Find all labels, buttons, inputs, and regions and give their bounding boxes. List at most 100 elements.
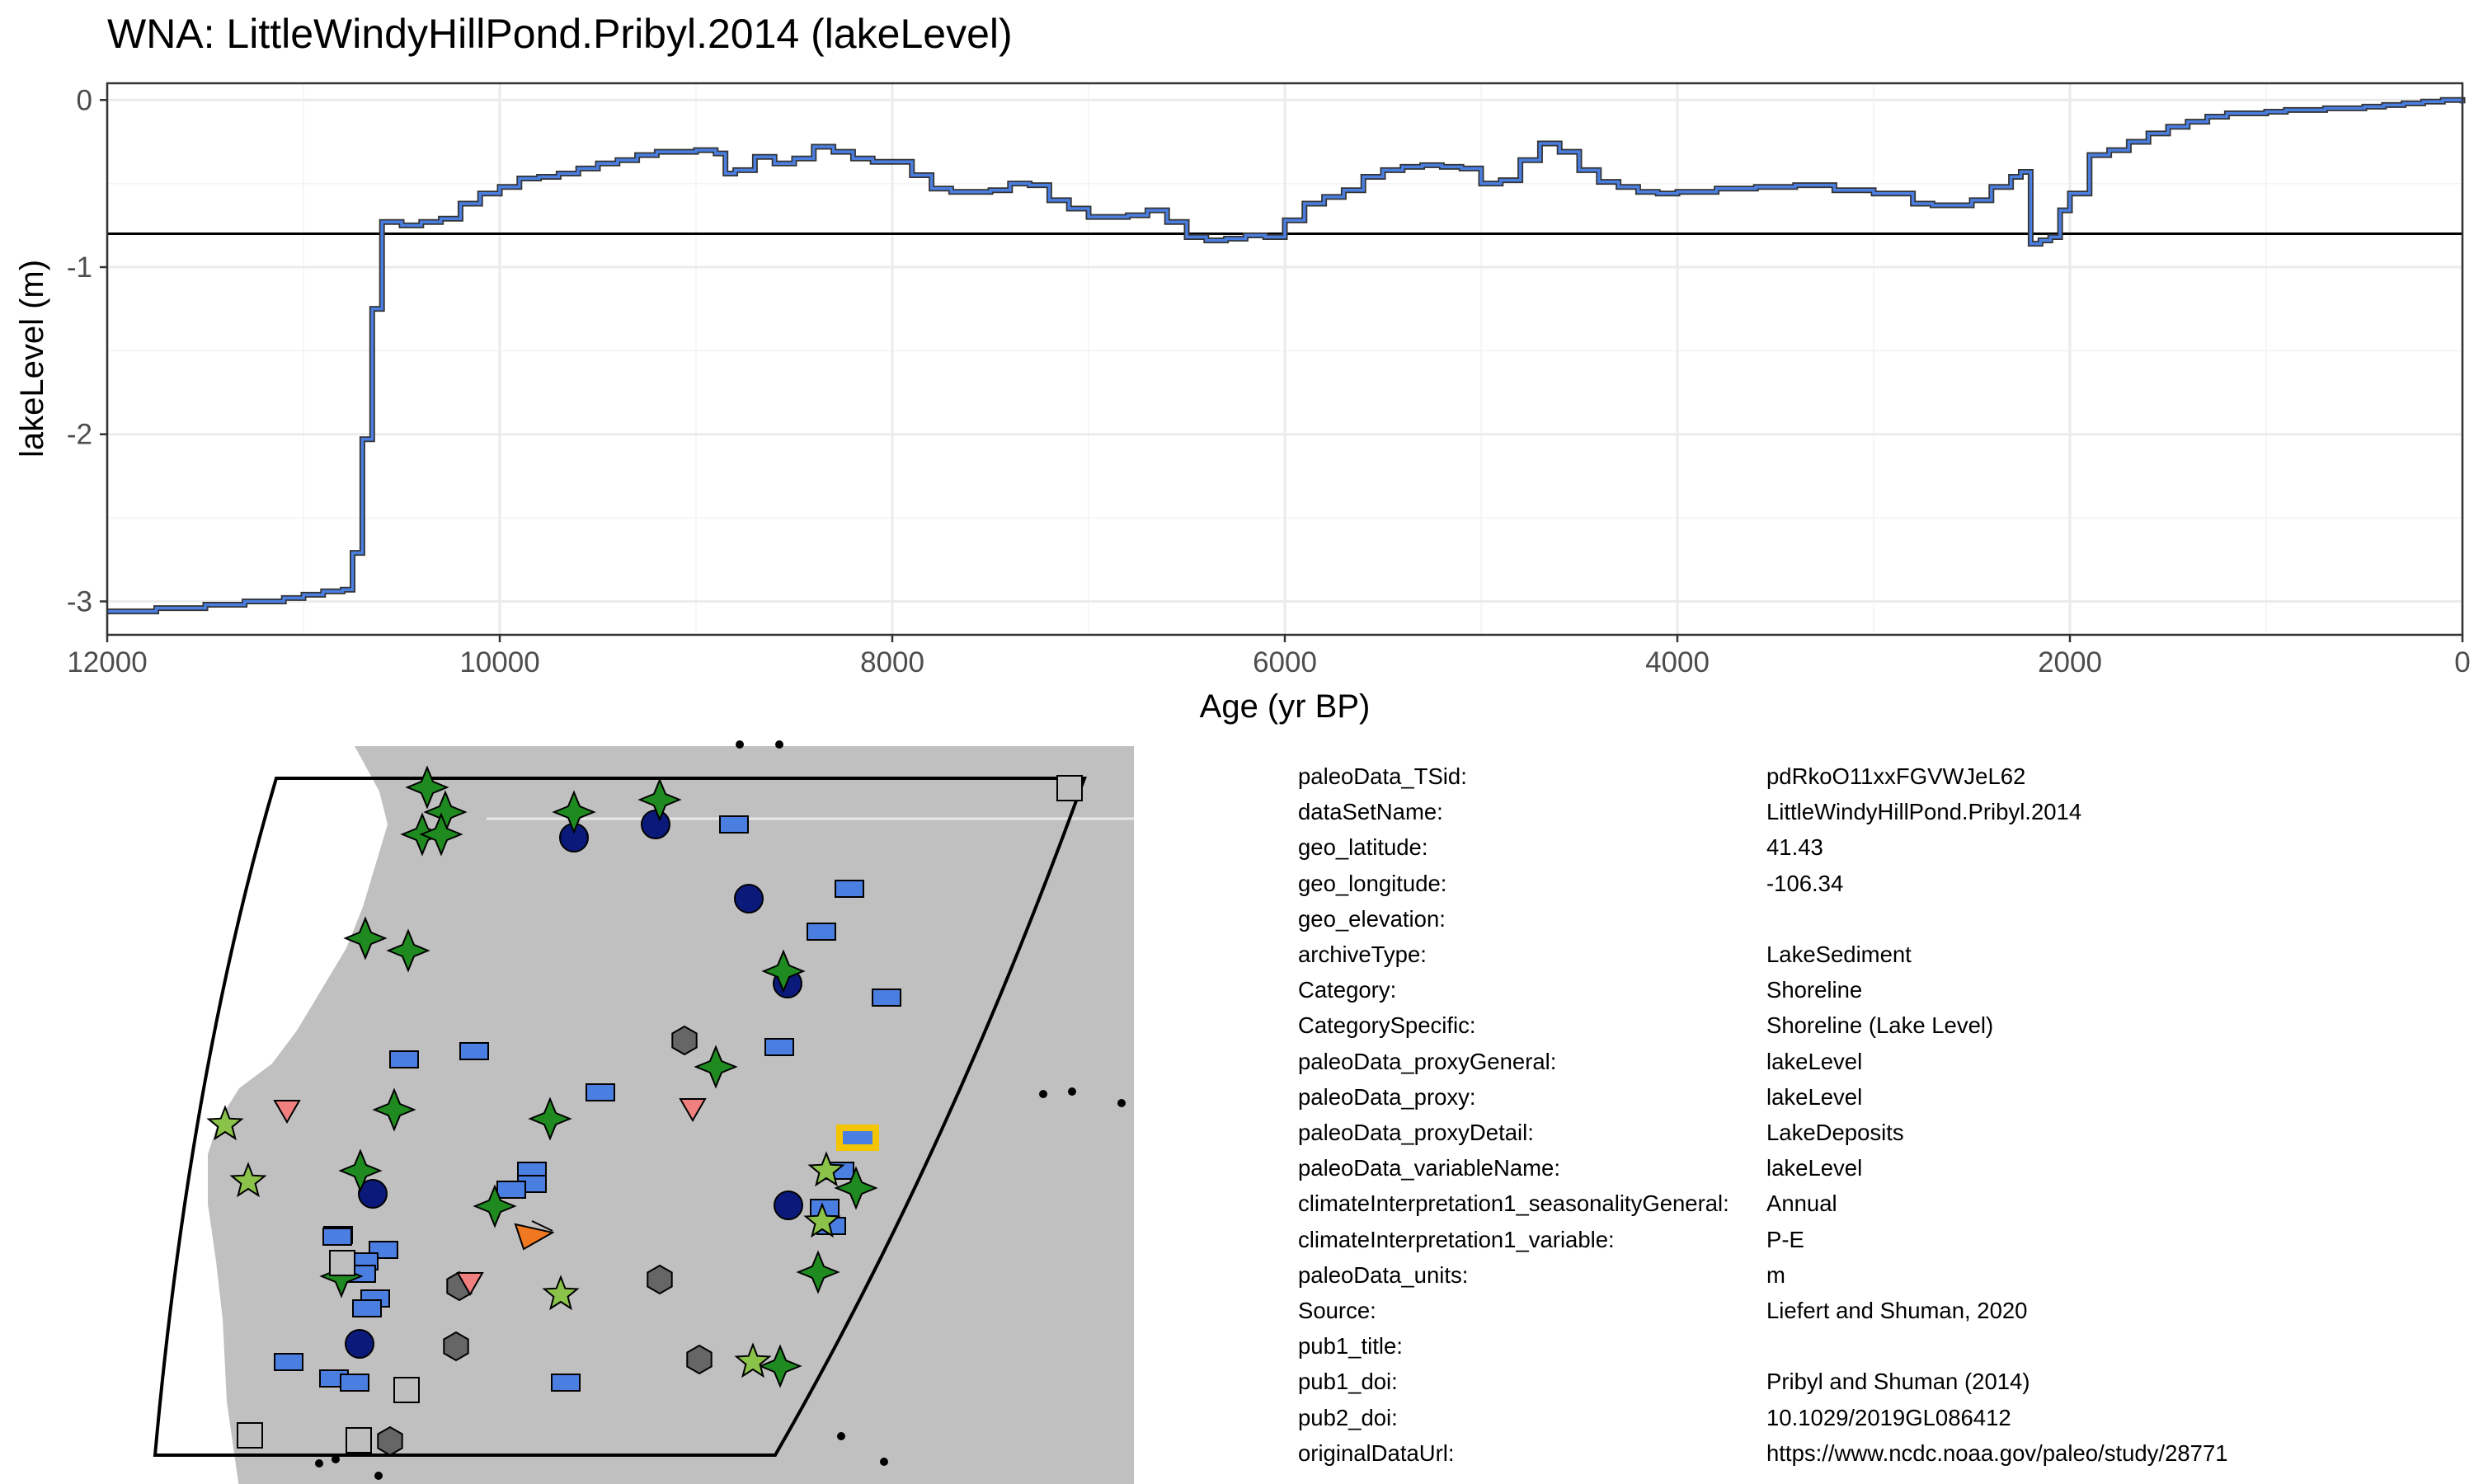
metadata-row: pub1_title: bbox=[1298, 1328, 2453, 1364]
metadata-key: paleoData_TSid: bbox=[1298, 763, 1467, 789]
metadata-key: climateInterpretation1_seasonalityGenera… bbox=[1298, 1190, 1729, 1217]
region-outline bbox=[153, 777, 1087, 1457]
hexagon-marker bbox=[647, 1264, 673, 1295]
metadata-key: dataSetName: bbox=[1298, 799, 1443, 825]
star4-marker bbox=[552, 790, 596, 834]
hexagon-marker bbox=[443, 1331, 469, 1362]
star4-marker bbox=[338, 1148, 383, 1193]
metadata-value: Shoreline bbox=[1766, 977, 1863, 1003]
series-line bbox=[107, 98, 2464, 613]
circle-marker bbox=[774, 1190, 803, 1220]
metadata-key: climateInterpretation1_variable: bbox=[1298, 1226, 1615, 1252]
star4-marker bbox=[386, 928, 430, 973]
metadata-value: pdRkoO11xxFGVWJeL62 bbox=[1766, 763, 2026, 789]
orange-triangle-edge bbox=[531, 1220, 553, 1232]
star5-marker bbox=[734, 1342, 772, 1378]
rectangle-marker bbox=[340, 1374, 369, 1392]
metadata-key: paleoData_units: bbox=[1298, 1261, 1469, 1288]
hexagon-marker bbox=[671, 1025, 698, 1056]
square-marker bbox=[1056, 775, 1083, 801]
metadata-value: lakeLevel bbox=[1766, 1083, 1863, 1110]
star4-marker bbox=[405, 765, 449, 810]
metadata-row: geo_elevation: bbox=[1298, 901, 2453, 937]
triangle-marker bbox=[273, 1100, 301, 1125]
metadata-row: Source: Liefert and Shuman, 2020 bbox=[1298, 1293, 2453, 1328]
triangle-marker bbox=[456, 1272, 484, 1297]
metadata-key: geo_latitude: bbox=[1298, 834, 1428, 861]
dot-marker bbox=[1039, 1090, 1047, 1098]
star4-marker bbox=[834, 1166, 878, 1210]
metadata-row: dataSetName: LittleWindyHillPond.Pribyl.2… bbox=[1298, 794, 2453, 829]
circle-marker bbox=[358, 1179, 388, 1209]
triangle-marker bbox=[679, 1098, 707, 1123]
circle-marker bbox=[734, 884, 764, 913]
rectangle-marker bbox=[719, 815, 749, 834]
metadata-row: pub1_doi: Pribyl and Shuman (2014) bbox=[1298, 1364, 2453, 1399]
square-marker bbox=[329, 1250, 355, 1276]
plot-panel: 12000 10000 8000 6000 4000 2000 0 -3 -2 -1 0 Age … bbox=[14, 82, 2471, 725]
y-axis-label: lakeLevel (m) bbox=[14, 260, 50, 458]
land-area bbox=[208, 746, 1134, 1484]
star4-marker bbox=[473, 1184, 517, 1228]
metadata-row: paleoData_variableName: lakeLevel bbox=[1298, 1150, 2453, 1186]
x-tick-label: 8000 bbox=[860, 646, 924, 679]
metadata-row: CategorySpecific: Shoreline (Lake Level) bbox=[1298, 1007, 2453, 1043]
metadata-value: Pribyl and Shuman (2014) bbox=[1766, 1369, 2030, 1395]
rectangle-marker bbox=[586, 1083, 615, 1101]
metadata-row: paleoData_proxy: lakeLevel bbox=[1298, 1079, 2453, 1115]
metadata-row: climateInterpretation1_variable: P-E bbox=[1298, 1222, 2453, 1257]
metadata-key: paleoData_variableName: bbox=[1298, 1155, 1560, 1181]
orange-triangle-marker bbox=[514, 1223, 555, 1251]
y-axis: -3 -2 -1 0 bbox=[67, 84, 107, 618]
star4-marker bbox=[761, 949, 806, 993]
circle-marker bbox=[345, 1329, 374, 1359]
hexagon-marker bbox=[686, 1344, 713, 1375]
metadata-value: Shoreline (Lake Level) bbox=[1766, 1012, 1994, 1039]
metadata-row: pub2_doi: 10.1029/2019GL086412 bbox=[1298, 1400, 2453, 1435]
dot-marker bbox=[775, 740, 783, 749]
y-tick-label: 0 bbox=[77, 84, 92, 116]
rectangle-marker bbox=[764, 1038, 794, 1056]
square-marker bbox=[237, 1422, 263, 1449]
metadata-key: paleoData_proxyDetail: bbox=[1298, 1120, 1534, 1146]
metadata-row: paleoData_proxyGeneral: lakeLevel bbox=[1298, 1044, 2453, 1079]
series-lakelevel bbox=[107, 96, 2466, 615]
metadata-row: paleoData_proxyDetail: LakeDeposits bbox=[1298, 1115, 2453, 1150]
metadata-key: pub1_title: bbox=[1298, 1333, 1403, 1360]
metadata-row: geo_latitude: 41.43 bbox=[1298, 829, 2453, 865]
star5-marker bbox=[803, 1202, 841, 1238]
metadata-value: LakeSediment bbox=[1766, 942, 1912, 968]
x-axis-label: Age (yr BP) bbox=[1200, 688, 1371, 725]
y-tick-label: -2 bbox=[67, 419, 92, 451]
dot-marker bbox=[1068, 1087, 1076, 1096]
square-marker bbox=[393, 1377, 420, 1403]
square-marker bbox=[346, 1427, 372, 1453]
dot-marker bbox=[837, 1432, 845, 1440]
metadata-value: -106.34 bbox=[1766, 870, 1844, 896]
metadata-row: paleoData_units: m bbox=[1298, 1257, 2453, 1293]
selected-site-marker bbox=[836, 1125, 879, 1151]
metadata-row: paleoData_TSid: pdRkoO11xxFGVWJeL62 bbox=[1298, 758, 2453, 794]
dot-marker bbox=[1117, 1099, 1126, 1107]
metadata-value: lakeLevel bbox=[1766, 1155, 1863, 1181]
metadata-value: LittleWindyHillPond.Pribyl.2014 bbox=[1766, 799, 2082, 825]
metadata-row: Category: Shoreline bbox=[1298, 972, 2453, 1007]
y-tick-label: -1 bbox=[67, 251, 92, 284]
metadata-key: Source: bbox=[1298, 1298, 1376, 1324]
rectangle-marker bbox=[352, 1299, 382, 1317]
map-markers bbox=[206, 740, 1126, 1480]
rectangle-marker bbox=[274, 1353, 303, 1371]
star4-marker bbox=[343, 916, 388, 960]
dot-marker bbox=[332, 1455, 340, 1463]
hexagon-marker bbox=[377, 1425, 403, 1457]
rectangle-marker bbox=[551, 1374, 581, 1392]
site-map bbox=[124, 740, 1134, 1484]
metadata-key: paleoData_proxyGeneral: bbox=[1298, 1048, 1557, 1074]
metadata-key: pub2_doi: bbox=[1298, 1404, 1398, 1430]
metadata-key: archiveType: bbox=[1298, 942, 1427, 968]
rectangle-marker bbox=[496, 1181, 526, 1199]
metadata-value: P-E bbox=[1766, 1226, 1804, 1252]
metadata-key: Category: bbox=[1298, 977, 1397, 1003]
rectangle-marker bbox=[872, 989, 901, 1007]
